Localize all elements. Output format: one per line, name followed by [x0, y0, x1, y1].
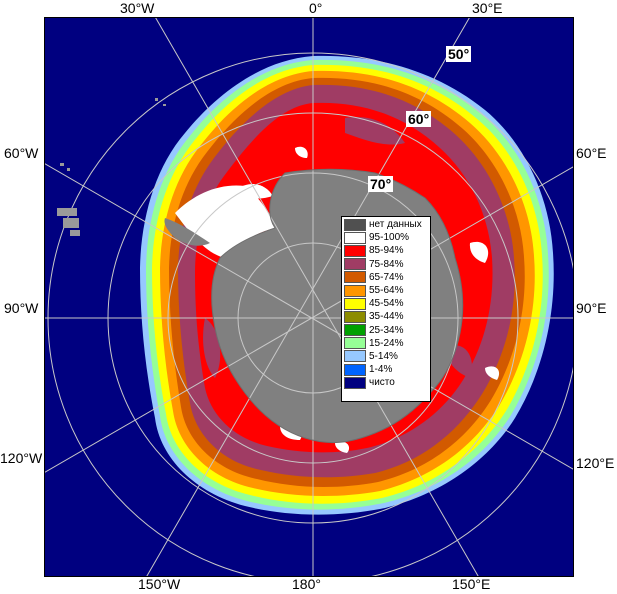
legend-swatch [344, 376, 366, 389]
ice-95-100-2 [235, 184, 273, 199]
ice-95-100-6 [485, 366, 500, 380]
lon-label-90w: 90°W [4, 300, 39, 316]
legend-swatch [344, 350, 366, 363]
legend-item: 1-4% [344, 363, 428, 376]
lon-label-0: 0° [309, 0, 323, 16]
legend-swatch [344, 324, 366, 337]
legend-item: 35-44% [344, 310, 428, 323]
legend-swatch [344, 218, 366, 231]
legend-label: 25-34% [369, 324, 404, 336]
legend-swatch [344, 337, 366, 350]
graticule [45, 18, 573, 576]
map-svg [45, 18, 573, 576]
legend-label: 5-14% [369, 350, 398, 362]
ice-95-100-5 [335, 441, 350, 453]
coast-rim [211, 168, 464, 443]
lon-label-90e: 90°E [576, 300, 607, 316]
meridian-30e-150w [146, 18, 470, 576]
legend-item: 85-94% [344, 244, 428, 257]
legend-label: 85-94% [369, 245, 404, 257]
lon-label-150e: 150°E [452, 576, 491, 592]
meridian-60e-120w [45, 166, 573, 473]
legend-label: 45-54% [369, 298, 404, 310]
legend-label: 1-4% [369, 364, 393, 376]
sea-ice-map: 50° 60° 70° [44, 17, 574, 577]
legend-label: 75-84% [369, 258, 404, 270]
legend-item: 75-84% [344, 258, 428, 271]
lon-label-60w: 60°W [4, 145, 39, 161]
legend-item: 95-100% [344, 231, 428, 244]
legend-swatch [344, 297, 366, 310]
legend-item: 25-34% [344, 324, 428, 337]
ice-95-100-7 [295, 146, 308, 158]
lon-label-60e: 60°E [576, 145, 607, 161]
lat-label-70: 70° [368, 176, 394, 192]
legend-label: чисто [369, 377, 395, 389]
meridian-60w-120e [45, 163, 573, 470]
lon-label-150w: 150°W [138, 576, 181, 592]
legend-item: 45-54% [344, 297, 428, 310]
legend-swatch [344, 310, 366, 323]
legend-label: 65-74% [369, 271, 404, 283]
lon-label-120e: 120°E [576, 455, 615, 471]
legend-swatch [344, 363, 366, 376]
legend-item: 15-24% [344, 337, 428, 350]
lon-label-30e-top: 30°E [472, 0, 503, 16]
lat-label-60: 60° [406, 111, 432, 127]
legend-swatch [344, 244, 366, 257]
legend-item: 65-74% [344, 271, 428, 284]
legend-label: 95-100% [369, 232, 410, 244]
legend-label: 15-24% [369, 337, 404, 349]
antarctic-peninsula [164, 218, 210, 246]
legend-label: 35-44% [369, 311, 404, 323]
legend-item: 55-64% [344, 284, 428, 297]
meridian-30w-150e [155, 18, 479, 576]
purple-patch-1 [345, 117, 405, 145]
legend-label: 55-64% [369, 285, 404, 297]
legend-item: чисто [344, 376, 428, 389]
ice-95-100-3 [469, 241, 489, 263]
scatter-no-data [57, 98, 166, 236]
legend-swatch [344, 258, 366, 271]
lon-label-30w-top: 30°W [120, 0, 155, 16]
legend-item: нет данных [344, 218, 428, 231]
lat-label-50: 50° [446, 46, 472, 62]
legend-label: нет данных [369, 219, 422, 231]
lon-label-180: 180° [292, 576, 321, 592]
legend-swatch [344, 271, 366, 284]
concentration-legend: нет данных 95-100% 85-94% 75-84% 65-74% 55-64… [341, 216, 431, 402]
lon-label-120w: 120°W [0, 450, 43, 466]
legend-swatch [344, 231, 366, 244]
legend-item: 5-14% [344, 350, 428, 363]
legend-swatch [344, 284, 366, 297]
